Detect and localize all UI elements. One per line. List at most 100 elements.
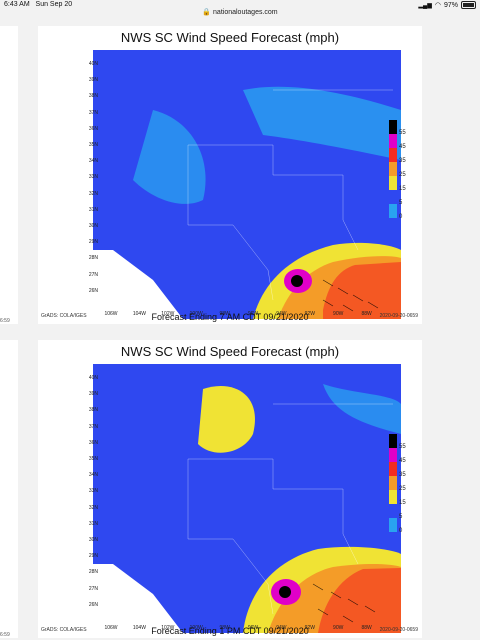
- y-tick-label: 34N: [88, 158, 98, 165]
- legend-label: 5: [399, 514, 403, 520]
- status-bar: 6:43 AM Sun Sep 20 ▂▄▆ ◠ 97%: [0, 0, 480, 12]
- y-tick-label: 37N: [88, 423, 98, 430]
- signal-icon: ▂▄▆: [418, 2, 432, 9]
- y-tick-label: 26N: [88, 287, 98, 294]
- y-tick-label: 37N: [88, 109, 98, 116]
- x-tick-label: 100W: [189, 311, 203, 317]
- legend-band: [389, 134, 397, 148]
- y-tick-label: 32N: [88, 190, 98, 197]
- status-time: 6:43 AM: [4, 1, 30, 8]
- y-tick-label: 29N: [88, 553, 98, 560]
- legend-band: [389, 504, 397, 518]
- url-text: nationaloutages.com: [213, 9, 278, 16]
- status-date: Sun Sep 20: [35, 1, 73, 8]
- legend-band: [389, 120, 397, 134]
- x-tick-label: 92W: [304, 311, 315, 317]
- y-tick-label: 40N: [88, 61, 98, 67]
- x-tick-label: 104W: [132, 625, 146, 631]
- legend-band: [389, 462, 397, 476]
- legend-label: 55: [399, 444, 406, 450]
- legend-label: 45: [399, 144, 406, 150]
- x-tick-label: 90W: [333, 311, 344, 317]
- legend-band: [389, 162, 397, 176]
- y-tick-label: 30N: [88, 537, 98, 543]
- legend-label: 0: [399, 528, 403, 534]
- wind-map-1: [93, 50, 401, 319]
- legend-band: [389, 518, 397, 532]
- y-tick-label: 36N: [88, 125, 98, 132]
- legend-label: 35: [399, 158, 406, 164]
- panel-title: NWS SC Wind Speed Forecast (mph): [120, 30, 340, 45]
- x-tick-label: 88W: [361, 625, 372, 631]
- y-tick-label: 30N: [88, 223, 98, 229]
- wind-map-2: [93, 364, 401, 633]
- x-tick-label: 106W: [104, 625, 118, 631]
- legend-label: 25: [399, 486, 406, 492]
- x-tick-label: 96W: [247, 625, 259, 631]
- x-tick-label: 100W: [189, 625, 203, 631]
- edge-stamp-1: 6:59: [0, 318, 10, 324]
- battery-percent: 97%: [443, 1, 458, 9]
- y-tick-label: 36N: [88, 439, 98, 446]
- legend-band: [389, 148, 397, 162]
- y-tick-label: 38N: [88, 407, 98, 414]
- y-tick-label: 26N: [88, 601, 98, 608]
- x-tick-label: 94W: [276, 311, 287, 317]
- y-tick-label: 40N: [88, 375, 98, 381]
- x-tick-label: 102W: [161, 311, 175, 317]
- x-tick-label: 98W: [219, 311, 230, 317]
- y-tick-label: 35N: [88, 456, 98, 462]
- y-tick-label: 27N: [88, 585, 98, 592]
- address-bar[interactable]: 🔒 nationaloutages.com: [0, 8, 480, 16]
- forecast-panel-2: NWS SC Wind Speed Forecast (mph) 40N 39N 3…: [38, 340, 422, 638]
- run-timestamp: 2020-09-20-0659: [379, 627, 418, 633]
- legend-label: 55: [399, 130, 406, 136]
- legend-label: 15: [399, 500, 406, 506]
- y-tick-label: 28N: [88, 255, 98, 262]
- legend-band: [389, 204, 397, 218]
- x-tick-label: 104W: [132, 311, 146, 317]
- x-tick-label: 88W: [361, 311, 372, 317]
- x-tick-label: 98W: [219, 625, 230, 631]
- y-tick-label: 33N: [88, 174, 98, 181]
- edge-stamp-2: 6:59: [0, 632, 10, 638]
- wifi-icon: ◠: [434, 2, 441, 9]
- y-tick-label: 39N: [88, 77, 98, 84]
- y-tick-label: 27N: [88, 271, 98, 278]
- edge-panel-1: [0, 26, 18, 324]
- x-tick-label: 90W: [333, 625, 344, 631]
- y-tick-label: 32N: [88, 504, 98, 511]
- legend-label: 0: [399, 214, 403, 220]
- legend-band: [389, 176, 397, 190]
- legend-label: 25: [399, 172, 406, 178]
- legend-label: 5: [399, 200, 403, 206]
- edge-panel-2: [0, 340, 18, 638]
- legend-label: 45: [399, 458, 406, 464]
- x-tick-label: 94W: [276, 625, 287, 631]
- panel-title: NWS SC Wind Speed Forecast (mph): [120, 344, 340, 359]
- legend-band: [389, 476, 397, 490]
- status-right: ▂▄▆ ◠ 97%: [418, 1, 476, 9]
- legend-label: 15: [399, 186, 406, 192]
- y-tick-label: 31N: [88, 206, 98, 213]
- forecast-caption: Forecast Ending 1 PM CDT 09/21/2020: [151, 626, 309, 636]
- battery-icon: [461, 1, 476, 9]
- legend-label: 35: [399, 472, 406, 478]
- x-tick-label: 102W: [161, 625, 175, 631]
- y-tick-label: 39N: [88, 391, 98, 398]
- legend-band: [389, 448, 397, 462]
- y-tick-label: 34N: [88, 472, 98, 479]
- x-tick-label: 96W: [247, 311, 259, 317]
- x-tick-label: 92W: [304, 625, 315, 631]
- grads-credit: GrADS: COLA/IGES: [41, 313, 87, 319]
- y-tick-label: 38N: [88, 93, 98, 100]
- forecast-caption: Forecast Ending 7 AM CDT 09/21/2020: [151, 312, 309, 322]
- y-tick-label: 33N: [88, 488, 98, 495]
- y-tick-label: 29N: [88, 239, 98, 246]
- lock-icon: 🔒: [202, 9, 212, 16]
- status-time-date: 6:43 AM Sun Sep 20: [4, 1, 72, 8]
- y-tick-label: 35N: [88, 142, 98, 148]
- forecast-panel-1: NWS SC Wind Speed Forecast (mph) 40N 39N 3…: [38, 26, 422, 324]
- y-tick-label: 28N: [88, 569, 98, 576]
- legend-band: [389, 434, 397, 448]
